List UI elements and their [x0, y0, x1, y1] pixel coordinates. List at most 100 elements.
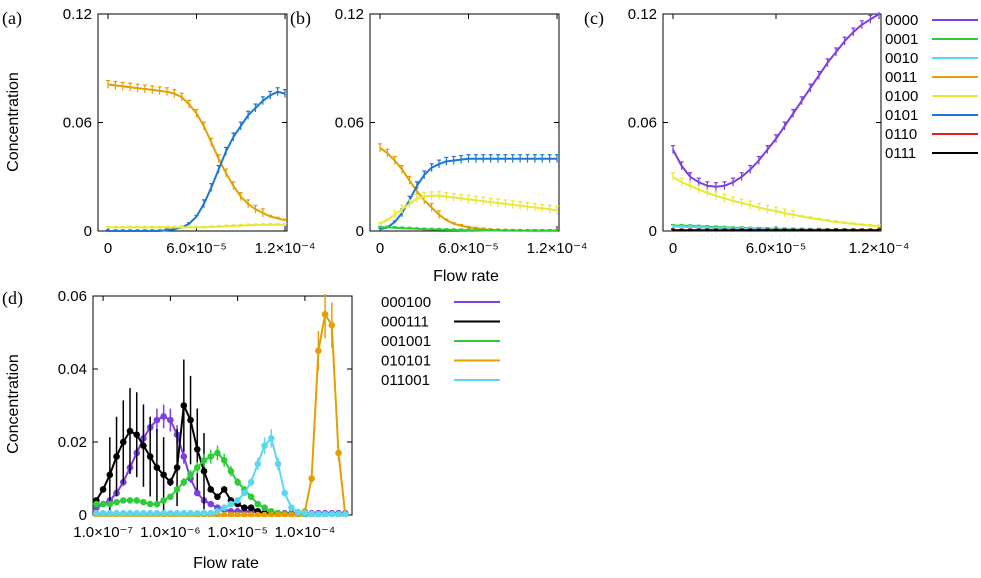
series-000111-point	[180, 402, 188, 409]
series-010101-line	[96, 311, 347, 516]
series-001001-point	[126, 497, 134, 504]
legend-top: 0000 0001 0010 0011 0100 0101 0110 0111	[885, 12, 978, 162]
series-011001-point	[321, 510, 329, 517]
series-000111-point	[247, 504, 255, 512]
series-001001-point	[160, 497, 167, 504]
series-001001-point	[261, 504, 268, 512]
x-tick-label: 0	[104, 240, 112, 257]
legend-top-item-label: 0101	[885, 107, 918, 124]
series-011001-point	[106, 509, 114, 517]
series-000100-point	[160, 413, 167, 420]
series-001001-point	[247, 493, 255, 501]
series-011001-point	[261, 442, 268, 449]
series-011001-point	[99, 509, 107, 517]
series-001001-point	[146, 500, 154, 508]
series-010101-point	[321, 310, 329, 318]
series-010101-point	[234, 511, 241, 517]
series-011001-point	[214, 508, 221, 515]
series-000111-point	[113, 453, 120, 460]
x-tick-label: 1.0×10⁻⁶	[140, 524, 200, 541]
series-010101-point	[315, 347, 322, 355]
series-001001-point	[227, 467, 235, 475]
y-tick-label: 0	[84, 223, 92, 240]
legend-bottom: 000100 000111 001001 010101 011001	[381, 294, 500, 389]
legend-top-item-label: 0011	[885, 69, 917, 86]
series-000111-point	[214, 493, 221, 501]
series-011001-point	[207, 509, 215, 517]
series-010101-point	[247, 511, 255, 517]
series-000100-point	[153, 416, 161, 424]
series-011001-point	[93, 509, 100, 517]
series-010101-point	[274, 511, 282, 517]
series-000111-point	[200, 467, 208, 475]
y-tick-label: 0	[356, 223, 364, 240]
series-000111-point	[146, 453, 154, 460]
series-011001-point	[267, 435, 275, 442]
series-001001-point	[106, 500, 114, 508]
series-011001-point	[335, 510, 342, 517]
series-010101-point	[308, 475, 315, 482]
series-001001-point	[119, 497, 127, 504]
series-group	[106, 79, 287, 233]
series-010101-point	[220, 511, 228, 517]
series-001001-point	[200, 456, 208, 464]
series-0101-line	[379, 157, 557, 231]
series-001001-point	[254, 500, 262, 508]
series-011001-point	[227, 500, 235, 508]
series-000100-point	[167, 416, 174, 424]
series-011001-point	[234, 497, 241, 504]
y-tick-label: 0.12	[628, 6, 657, 23]
legend-bottom-item-label: 011001	[381, 372, 430, 389]
y-tick-label: 0	[649, 223, 657, 240]
series-011001-point	[288, 504, 295, 512]
series-001001-point	[113, 498, 120, 506]
series-group	[93, 294, 349, 517]
series-001001-point	[93, 500, 100, 508]
legend-top-item-label: 0111	[885, 145, 916, 162]
series-000100-point	[193, 489, 201, 497]
series-001001-line	[96, 451, 346, 516]
legend-top-item-label: 0010	[885, 50, 918, 67]
x-tick-label: 0	[376, 240, 384, 257]
series-011001-point	[241, 489, 248, 497]
x-tick-label: 1.0×10⁻⁴	[275, 524, 336, 541]
legend-bottom-item-label: 000111	[381, 314, 429, 331]
series-011001-point	[133, 509, 141, 517]
panel-label-a: (a)	[2, 8, 22, 29]
series-001001-point	[99, 500, 107, 508]
panel-b: 0 0.06 0.12 0 6.0×10⁻⁵ 1.2×10⁻⁴	[335, 6, 588, 257]
series-000111-point	[160, 471, 167, 479]
series-000111-point	[106, 471, 114, 479]
series-011001-point	[328, 510, 336, 517]
series-011001-point	[173, 509, 181, 517]
series-011001-point	[160, 509, 167, 517]
series-010101-point	[261, 511, 268, 517]
series-011001-point	[254, 460, 262, 468]
series-000111-point	[173, 464, 181, 471]
legend-top-item-label: 0100	[885, 88, 918, 105]
series-010101-point	[267, 511, 275, 517]
series-000111-point	[167, 478, 174, 486]
y-tick-label: 0.12	[335, 6, 364, 23]
x-tick-label: 6.0×10⁻⁵	[746, 240, 806, 257]
legend-bottom-item-label: 010101	[381, 353, 431, 370]
series-001001-point	[214, 449, 221, 457]
y-tick-label: 0.04	[58, 361, 87, 378]
series-0000-line	[672, 13, 880, 188]
series-001001-point	[173, 486, 181, 493]
series-000111-point	[207, 486, 215, 493]
series-000100-point	[207, 500, 215, 508]
y-tick-label: 0.06	[628, 115, 657, 132]
series-011001-point	[140, 509, 147, 517]
series-group	[671, 12, 881, 232]
series-000111-point	[99, 486, 107, 493]
legend-top-item-label: 0110	[885, 126, 917, 143]
legend-top-item-label: 0000	[885, 12, 918, 29]
series-011001-point	[193, 509, 201, 517]
series-011001-point	[146, 509, 154, 517]
series-001001-point	[180, 478, 188, 486]
panel-label-c: (c)	[584, 8, 604, 29]
plot-frame	[92, 295, 353, 516]
series-011001-point	[247, 478, 255, 486]
series-011001-point	[113, 509, 120, 517]
